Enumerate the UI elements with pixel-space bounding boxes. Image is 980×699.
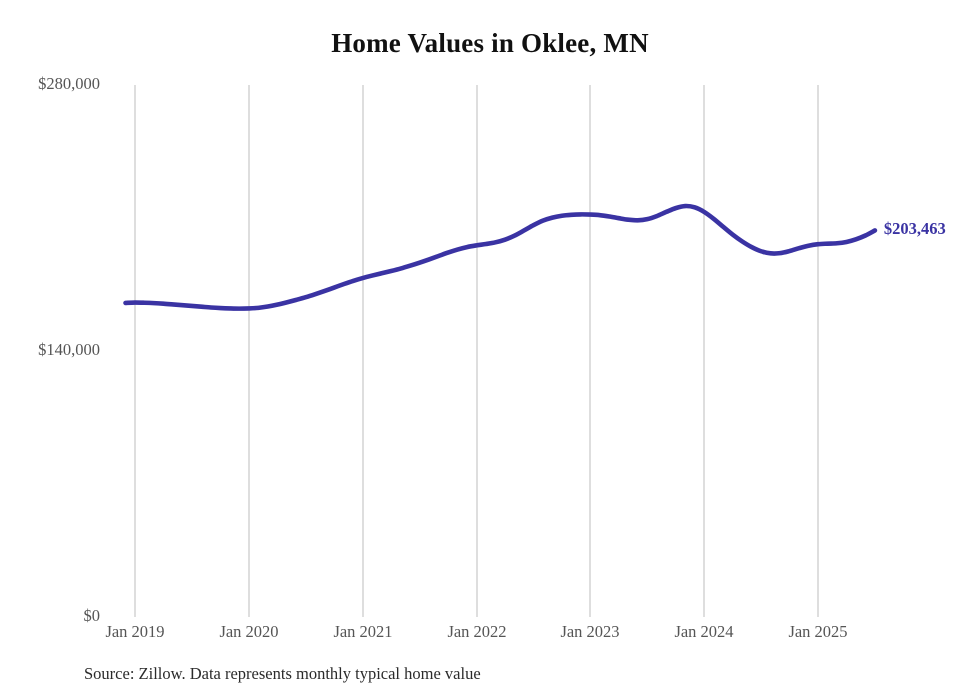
y-tick-label-0: $0	[83, 606, 101, 625]
data-series-group	[123, 203, 878, 311]
x-tick-label-jan-2019: Jan 2019	[105, 622, 165, 641]
x-tick-label-jan-2022: Jan 2022	[447, 622, 507, 641]
end-value-annotation: $203,463	[883, 219, 946, 239]
y-tick-label-140000: $140,000	[38, 340, 100, 359]
x-tick-label-jan-2021: Jan 2021	[333, 622, 393, 641]
y-tick-label-280000: $280,000	[38, 74, 100, 93]
source-note: Source: Zillow. Data represents monthly …	[84, 664, 481, 683]
chart-title: Home Values in Oklee, MN	[331, 28, 649, 58]
x-tick-label-jan-2020: Jan 2020	[219, 622, 279, 641]
x-tick-label-jan-2023: Jan 2023	[560, 622, 620, 641]
series-line-typical-home-value	[123, 203, 878, 311]
gridlines-group	[134, 85, 819, 617]
x-tick-label-jan-2025: Jan 2025	[788, 622, 848, 641]
x-tick-label-jan-2024: Jan 2024	[674, 622, 734, 641]
